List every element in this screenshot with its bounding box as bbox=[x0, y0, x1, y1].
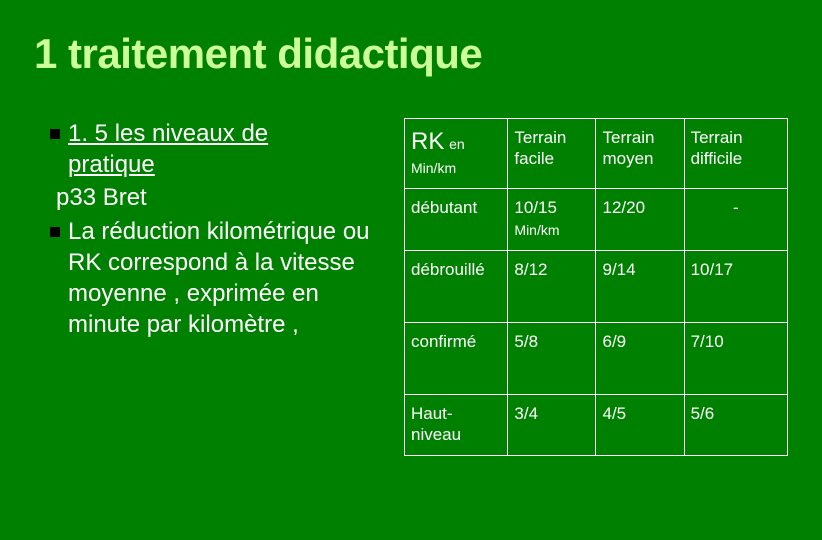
rk-sub: Min/km bbox=[411, 160, 456, 176]
rk-label: RK bbox=[411, 128, 444, 155]
row-label: Haut-niveau bbox=[405, 394, 508, 456]
cell: - bbox=[684, 189, 787, 251]
header-cell: Terrain moyen bbox=[596, 119, 684, 189]
cell: 9/14 bbox=[596, 250, 684, 322]
row-label: confirmé bbox=[405, 322, 508, 394]
header-cell: Terrain difficile bbox=[684, 119, 787, 189]
cell: 5/8 bbox=[508, 322, 596, 394]
cell: 3/4 bbox=[508, 394, 596, 456]
bullet-text: La réduction kilométrique ou RK correspo… bbox=[68, 216, 390, 341]
cell: 10/15 Min/km bbox=[508, 189, 596, 251]
bullet-square-icon bbox=[50, 129, 60, 139]
slide-title: 1 traitement didactique bbox=[34, 30, 788, 78]
rk-en: en bbox=[449, 136, 465, 152]
table-header-row: RK en Min/km Terrain facile Terrain moye… bbox=[405, 119, 788, 189]
bullet-list: 1. 5 les niveaux de pratique p33 Bret La… bbox=[34, 118, 390, 342]
table-row: débutant 10/15 Min/km 12/20 - bbox=[405, 189, 788, 251]
cell: 8/12 bbox=[508, 250, 596, 322]
content-row: 1. 5 les niveaux de pratique p33 Bret La… bbox=[34, 118, 788, 456]
row-label: débrouillé bbox=[405, 250, 508, 322]
bullet-item: 1. 5 les niveaux de pratique bbox=[50, 118, 390, 180]
plain-line: p33 Bret bbox=[56, 182, 390, 213]
cell-sub: Min/km bbox=[514, 222, 559, 238]
cell: 10/17 bbox=[684, 250, 787, 322]
cell-val: 10/15 bbox=[514, 198, 557, 217]
underlined-text: pratique bbox=[68, 151, 155, 178]
cell: 7/10 bbox=[684, 322, 787, 394]
row-label: débutant bbox=[405, 189, 508, 251]
rk-table: RK en Min/km Terrain facile Terrain moye… bbox=[404, 118, 788, 456]
cell: 5/6 bbox=[684, 394, 787, 456]
cell: 12/20 bbox=[596, 189, 684, 251]
bullet-text: 1. 5 les niveaux de pratique bbox=[68, 118, 268, 180]
table-wrapper: RK en Min/km Terrain facile Terrain moye… bbox=[404, 118, 788, 456]
table-row: confirmé 5/8 6/9 7/10 bbox=[405, 322, 788, 394]
bullet-square-icon bbox=[50, 227, 60, 237]
header-cell: Terrain facile bbox=[508, 119, 596, 189]
header-cell-rk: RK en Min/km bbox=[405, 119, 508, 189]
cell: 6/9 bbox=[596, 322, 684, 394]
table-row: débrouillé 8/12 9/14 10/17 bbox=[405, 250, 788, 322]
cell: 4/5 bbox=[596, 394, 684, 456]
bullet-item: La réduction kilométrique ou RK correspo… bbox=[50, 216, 390, 341]
underlined-text: 1. 5 les niveaux de bbox=[68, 120, 268, 147]
table-row: Haut-niveau 3/4 4/5 5/6 bbox=[405, 394, 788, 456]
